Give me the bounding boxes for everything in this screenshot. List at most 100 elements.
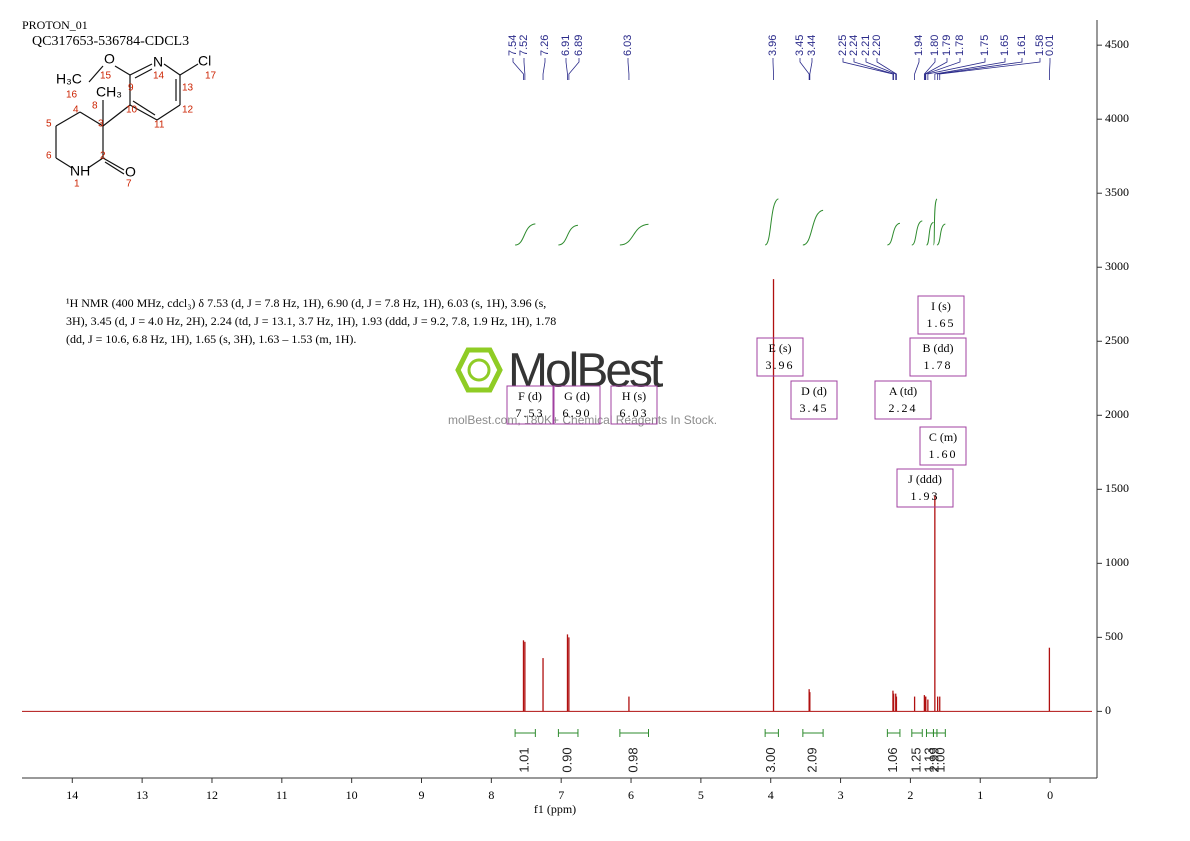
integral-label: 1.06 (885, 747, 900, 772)
integral-curve (558, 224, 579, 246)
description: ¹H NMR (400 MHz, cdcl₃) δ 7.53 (d, J = 7… (66, 296, 546, 310)
integral-curve (932, 198, 938, 246)
multiplet-shift: 6.90 (563, 406, 592, 420)
peak-label-connector (876, 58, 897, 80)
peak-label-connector (772, 58, 774, 80)
atom: N (153, 54, 163, 70)
peak-label: 0.01 (1044, 35, 1056, 56)
integral-label: 0.90 (560, 747, 575, 772)
atom-number: 17 (205, 71, 217, 82)
peak-label-connector (925, 58, 961, 80)
x-tick-label: 9 (419, 788, 425, 802)
peak-label: 2.25 (837, 35, 849, 56)
multiplet-label: H (s) (622, 389, 646, 403)
peak-label: 1.58 (1034, 35, 1046, 56)
integral-curve (936, 223, 946, 246)
multiplet-shift: 2.24 (889, 401, 918, 415)
atom-number: 8 (92, 101, 98, 112)
multiplet-shift: 3.45 (800, 401, 829, 415)
sample: QC317653-536784-CDCL3 (32, 34, 189, 49)
peak-label-connector (914, 58, 920, 80)
integral-label: 1.00 (933, 747, 948, 772)
multiplet-shift: 1.65 (927, 316, 956, 330)
integral-label: 1.25 (908, 747, 923, 772)
peak-label: 1.80 (929, 35, 941, 56)
x-tick-label: 0 (1047, 788, 1053, 802)
atom: H₃C (56, 71, 82, 87)
integral-curve (887, 222, 901, 246)
x-tick-label: 10 (346, 788, 358, 802)
atom: CH₃ (96, 84, 122, 100)
atom-number: 9 (128, 83, 134, 94)
x-tick-label: 11 (276, 788, 288, 802)
y-tick-label: 4500 (1105, 37, 1129, 51)
multiplet-label: I (s) (931, 299, 951, 313)
description: (dd, J = 10.6, 6.8 Hz, 1H), 1.65 (s, 3H)… (66, 332, 356, 346)
watermark-brand: MolBest (508, 345, 663, 398)
peak-label-connector (842, 58, 894, 80)
atom: Cl (198, 53, 211, 69)
peak-label-connector (799, 58, 810, 80)
integral-label: 2.99 (927, 747, 942, 772)
peak-label: 1.75 (979, 35, 991, 56)
atom-number: 13 (182, 83, 194, 94)
peak-label: 1.78 (954, 35, 966, 56)
peak-label-connector (865, 58, 897, 80)
x-axis-label: f1 (ppm) (534, 802, 576, 816)
peak-label-connector (809, 58, 813, 80)
integral-curve (514, 223, 536, 246)
title: PROTON_01 (22, 18, 88, 32)
multiplet-box (790, 380, 838, 420)
description: 3H), 3.45 (d, J = 4.0 Hz, 2H), 2.24 (td,… (66, 314, 556, 328)
integral-label: 2.09 (804, 747, 819, 772)
peak-label-connector (542, 58, 546, 80)
peak-label-connector (924, 58, 948, 80)
integral-label: 3.00 (763, 747, 778, 772)
integral-curve (925, 221, 934, 246)
multiplet-box (919, 426, 967, 466)
peak-label-connector (627, 58, 630, 80)
y-tick-label: 4000 (1105, 111, 1129, 125)
x-tick-label: 7 (558, 788, 564, 802)
x-tick-label: 12 (206, 788, 218, 802)
peak-label-connector (923, 58, 936, 80)
multiplet-box (553, 385, 601, 425)
peak-label: 3.96 (767, 35, 779, 56)
multiplet-label: J (ddd) (908, 472, 942, 486)
x-tick-label: 14 (66, 788, 78, 802)
atom-number: 10 (126, 105, 138, 116)
peak-label: 2.21 (860, 35, 872, 56)
atom-number: 7 (126, 179, 132, 190)
multiplet-label: A (td) (889, 384, 917, 398)
x-tick-label: 4 (768, 788, 774, 802)
peak-label-connector (1048, 58, 1051, 80)
peak-label: 7.52 (518, 35, 530, 56)
peak-label-connector (934, 58, 1006, 80)
atom: O (125, 164, 136, 180)
peak-label: 1.94 (913, 35, 925, 56)
peak-label-connector (523, 58, 526, 80)
multiplet-shift: 1.60 (929, 447, 958, 461)
multiplet-label: D (d) (801, 384, 827, 398)
peak-label-connector (568, 58, 580, 80)
y-tick-label: 1000 (1105, 555, 1129, 569)
atom-number: 6 (46, 151, 52, 162)
x-tick-label: 2 (907, 788, 913, 802)
y-tick-label: 0 (1105, 703, 1111, 717)
multiplet-shift: 6.03 (620, 406, 649, 420)
multiplet-shift: 7.53 (516, 406, 545, 420)
multiplet-box (874, 380, 932, 420)
peak-label: 3.45 (794, 35, 806, 56)
integral-curve (619, 223, 649, 246)
x-tick-label: 5 (698, 788, 704, 802)
peak-label-connector (939, 58, 1041, 80)
peak-label-connector (927, 58, 986, 80)
x-tick-label: 3 (838, 788, 844, 802)
multiplet-box (610, 385, 658, 425)
x-tick-label: 1 (977, 788, 983, 802)
atom-number: 4 (73, 105, 79, 116)
peak-label: 1.65 (999, 35, 1011, 56)
y-tick-label: 1500 (1105, 481, 1129, 495)
integral-label: 1.01 (517, 747, 532, 772)
